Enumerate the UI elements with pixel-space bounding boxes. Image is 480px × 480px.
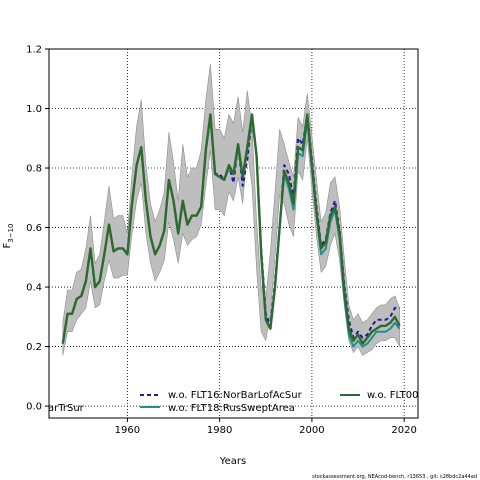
- legend-label-series-1: w.o. FLT18:RusSweptArea: [168, 403, 295, 414]
- y-axis-title-subscript: 3−10: [7, 224, 15, 243]
- y-tick-label: 0.6: [26, 223, 42, 234]
- series-layer: [61, 113, 401, 348]
- axis-ticks: 1960 1980 2000 2020 0.0 0.2 0.4 0.6 0.8 1.0 1.2: [26, 45, 417, 437]
- y-tick-label: 0.2: [26, 342, 42, 353]
- x-tick-label: 1960: [115, 425, 140, 436]
- legend-label-series-2: w.o. FLT00: [367, 390, 419, 401]
- y-tick-label: 1.0: [26, 104, 42, 115]
- legend-label-series-0: w.o. FLT16:NorBarLofAcSur: [168, 390, 303, 401]
- x-tick-label: 2000: [299, 425, 324, 436]
- x-tick-label: 1980: [207, 425, 232, 436]
- series-line-2: [61, 113, 401, 345]
- y-tick-label: 0.0: [26, 402, 42, 413]
- legend-clipped-label: arTrSur: [48, 403, 85, 414]
- y-axis-title-main: F: [2, 243, 13, 249]
- plot-frame: [48, 48, 419, 419]
- footer-credit: stockassessment.org, NEAcod-bench, r1365…: [312, 474, 477, 480]
- y-tick-label: 0.8: [26, 164, 42, 175]
- y-tick-label: 0.4: [26, 283, 42, 294]
- x-axis-title: Years: [219, 456, 246, 467]
- y-axis-title: F3−10: [2, 224, 15, 249]
- legend: arTrSur w.o. FLT16:NorBarLofAcSur w.o. F…: [48, 390, 419, 414]
- y-tick-label: 1.2: [26, 45, 42, 56]
- x-tick-label: 2020: [391, 425, 416, 436]
